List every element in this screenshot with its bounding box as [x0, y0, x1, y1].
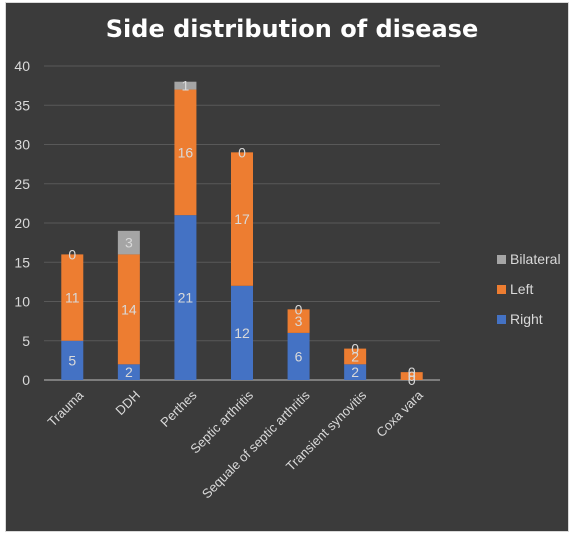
legend-label-bilateral: Bilateral: [510, 251, 561, 267]
data-label-bilateral-septic-arthritis: 0: [238, 144, 246, 160]
data-label-bilateral-sequale-of-septic-arthritis: 0: [295, 301, 303, 317]
legend-swatch-right: [497, 315, 506, 324]
bar-right-trauma: [61, 340, 84, 380]
bar-left-transient-synovitis: [344, 348, 367, 365]
bar-left-ddh: [117, 254, 140, 365]
bar-left-coxa-vara: [400, 372, 423, 380]
y-tick-label: 10: [14, 294, 30, 310]
legend-swatch-bilateral: [497, 255, 506, 264]
bar-left-perthes: [174, 89, 197, 216]
data-label-left-sequale-of-septic-arthritis: 3: [295, 313, 303, 329]
data-label-bilateral-coxa-vara: 0: [408, 364, 416, 380]
legend-swatch-left: [497, 285, 506, 294]
bar-left-septic-arthritis: [231, 152, 253, 286]
y-tick-label: 35: [14, 97, 30, 113]
y-axis-ticks: 0 5 10 15 20 25 30 35 40: [14, 58, 30, 388]
bar-left-sequale-of-septic-arthritis: [287, 309, 310, 333]
data-label-left-coxa-vara: 0: [408, 368, 416, 384]
y-tick-label: 15: [14, 254, 30, 270]
y-tick-label: 25: [14, 176, 30, 192]
y-tick-label: 40: [14, 58, 30, 74]
data-label-bilateral-perthes: 1: [182, 78, 190, 94]
data-label-bilateral-trauma: 0: [68, 246, 76, 262]
bars: [61, 81, 423, 380]
data-label-left-ddh: 14: [121, 301, 137, 317]
bar-right-ddh: [117, 364, 140, 380]
legend: Bilateral Left Right: [497, 251, 561, 327]
data-label-right-sequale-of-septic-arthritis: 6: [295, 348, 303, 364]
data-label-right-transient-synovitis: 2: [351, 364, 359, 380]
data-label-right-trauma: 5: [68, 352, 76, 368]
data-label-left-trauma: 11: [65, 290, 80, 306]
data-label-right-perthes: 21: [178, 290, 194, 306]
bar-bilateral-ddh: [117, 230, 140, 255]
y-tick-label: 30: [14, 137, 30, 153]
bar-right-sequale-of-septic-arthritis: [287, 332, 310, 380]
x-tick-label: DDH: [112, 388, 143, 419]
x-tick-label: Coxa vara: [373, 387, 426, 440]
x-tick-label: Sequale of septic arthritis: [199, 387, 313, 501]
bar-right-transient-synovitis: [344, 364, 367, 380]
bar-right-perthes: [174, 215, 197, 380]
bar-bilateral-perthes: [174, 81, 197, 90]
y-tick-label: 20: [14, 215, 30, 231]
bar-right-septic-arthritis: [231, 285, 253, 380]
data-label-bilateral-ddh: 3: [125, 235, 133, 251]
x-tick-label: Perthes: [157, 387, 200, 430]
data-label-left-septic-arthritis: 17: [234, 211, 250, 227]
y-tick-label: 5: [22, 333, 30, 349]
data-label-left-transient-synovitis: 2: [351, 348, 359, 364]
data-label-bilateral-transient-synovitis: 0: [351, 341, 359, 357]
data-label-right-coxa-vara: 0: [408, 372, 416, 388]
data-label-right-ddh: 2: [125, 364, 133, 380]
x-tick-label: Trauma: [44, 387, 86, 429]
legend-label-left: Left: [510, 281, 533, 297]
y-tick-label: 0: [22, 372, 30, 388]
chart: Side distribution of disease 05101520253…: [14, 15, 561, 501]
chart-title: Side distribution of disease: [106, 15, 478, 43]
bar-left-trauma: [61, 254, 84, 341]
chart-frame: Side distribution of disease 0 5 10 15 20 25 3…: [5, 2, 569, 532]
data-label-left-perthes: 16: [178, 144, 194, 160]
legend-label-right: Right: [510, 311, 543, 327]
data-label-right-septic-arthritis: 12: [234, 325, 250, 341]
